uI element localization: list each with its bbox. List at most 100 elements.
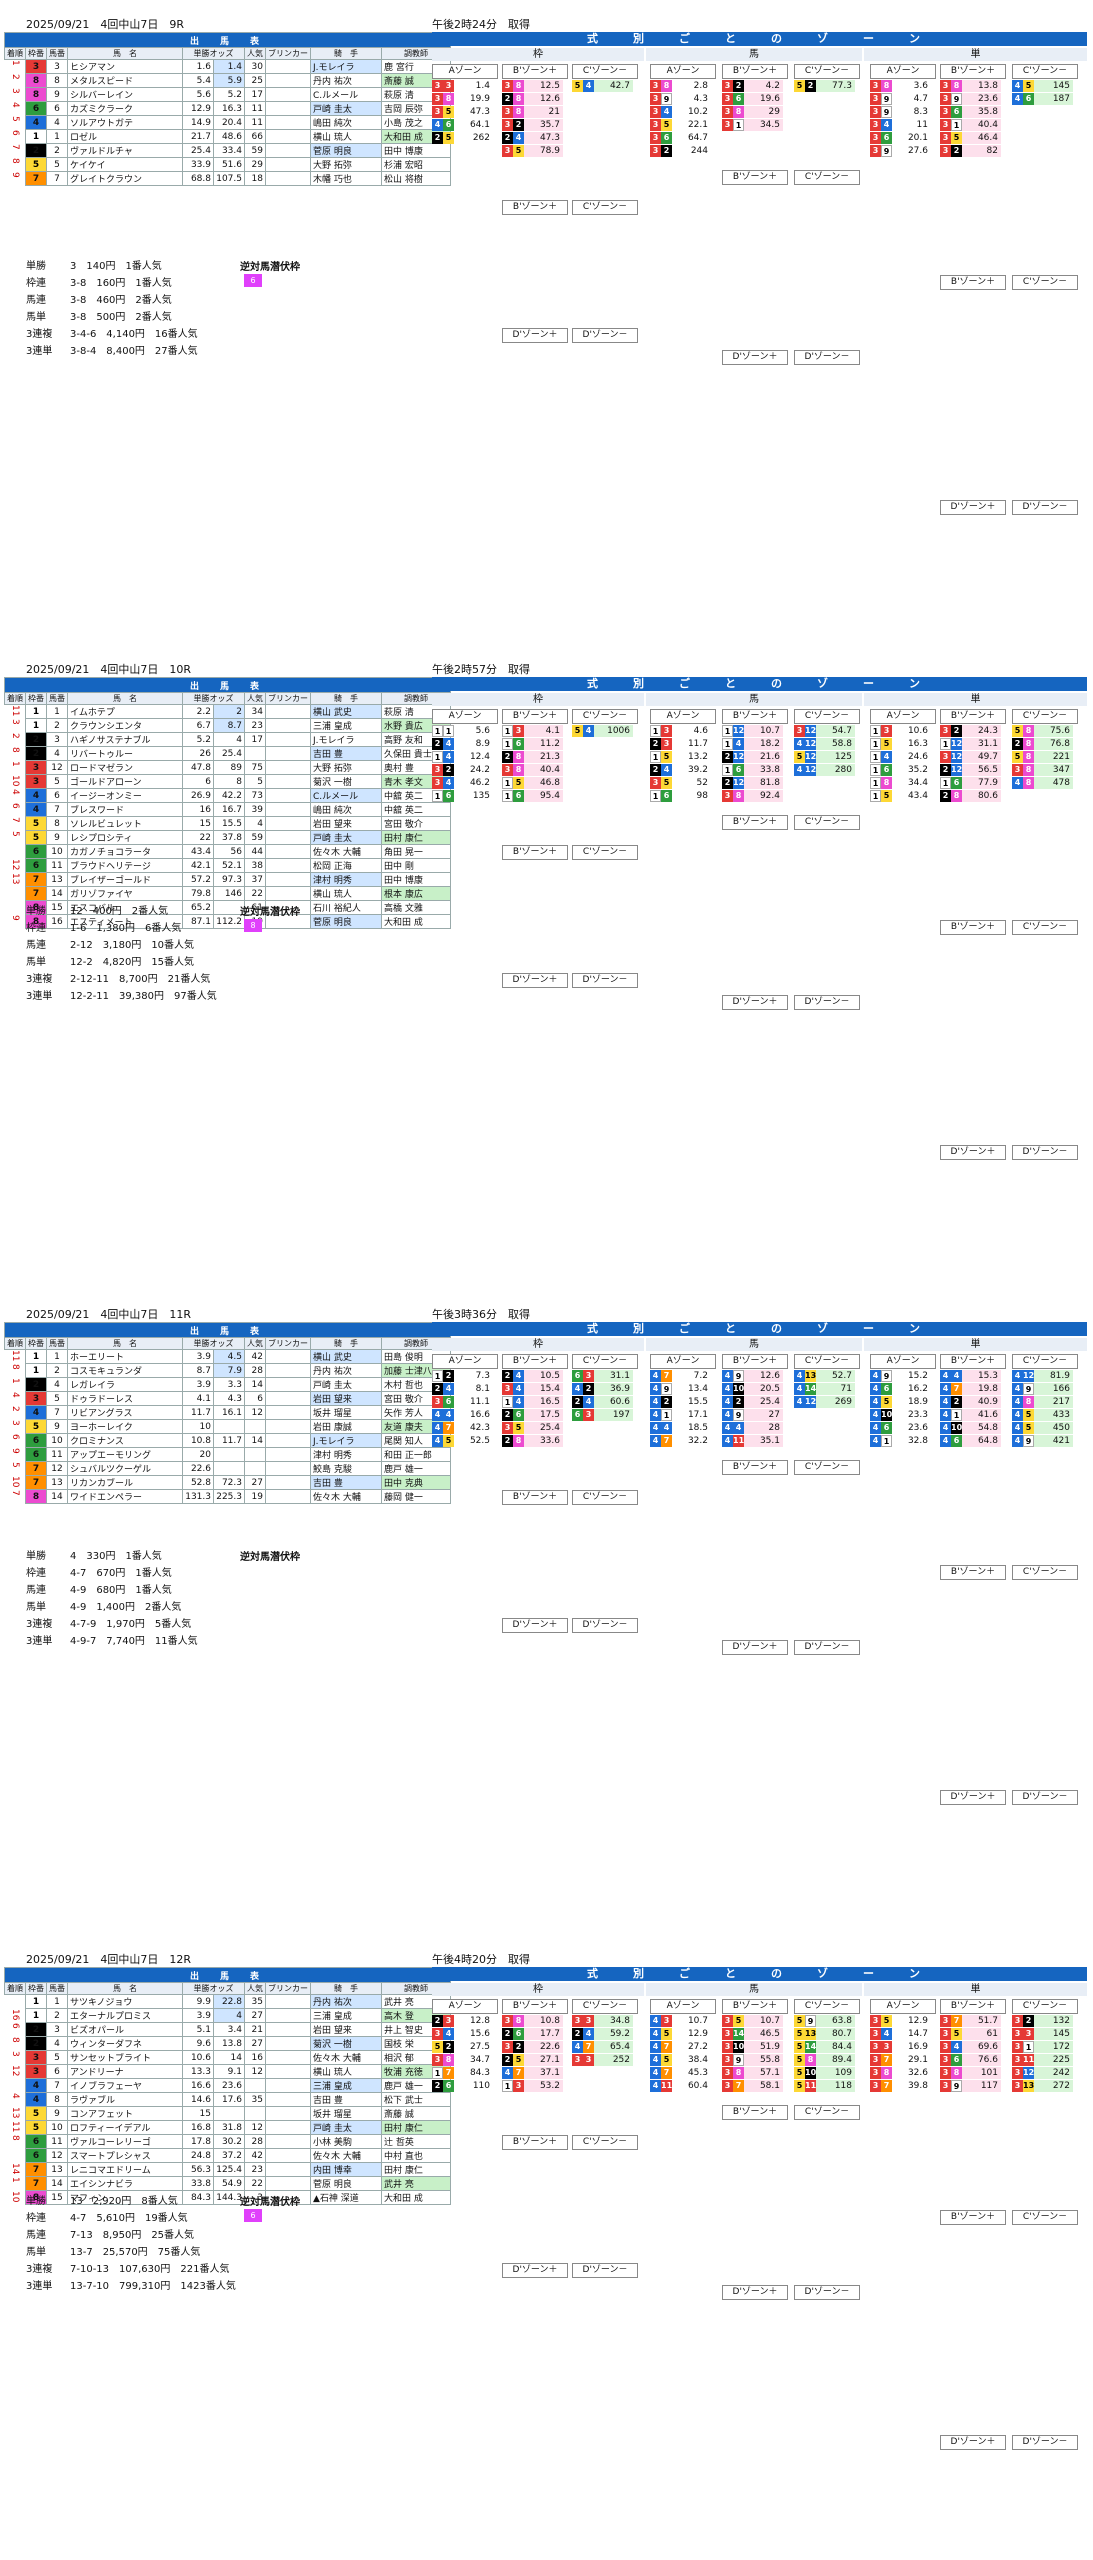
zone-row[interactable]: 3 2 22.6 [502,2041,563,2053]
zone-row[interactable]: 1 6 98 [650,790,711,802]
zone-row[interactable]: 3 8 2.8 [650,80,711,92]
zone-cm-label[interactable]: C'ゾーン－ [1012,2210,1078,2225]
zone-cm-label[interactable]: C'ゾーン－ [1012,920,1078,935]
zone-row[interactable]: 3 9 117 [940,2080,1001,2092]
zone-cm-label[interactable]: C'ゾーン－ [572,1490,638,1505]
zone-row[interactable]: 4 5 145 [1012,80,1073,92]
zone-bp-label[interactable]: B'ゾーン＋ [502,845,568,860]
table-row[interactable]: 7 2 2 ヴァルドルチャ 25.4 33.4 59 菅原 明良 田中 博康 [5,143,451,158]
zone-row[interactable]: 4 13 52.7 [794,1370,855,1382]
zone-row[interactable]: 4 5 18.9 [870,1396,931,1408]
zone-row[interactable]: 2 4 59.2 [572,2028,633,2040]
table-row[interactable]: 16 1 2 エターナルプロミス 3.9 4 27 三浦 皇成 高木 登 [5,2008,451,2023]
zone-row[interactable]: 3 14 46.5 [722,2028,783,2040]
zone-row[interactable]: 3 11 225 [1012,2054,1073,2066]
zone-row[interactable]: 4 7 32.2 [650,1435,711,1447]
zone-row[interactable]: 3 9 23.6 [940,93,1001,105]
table-row[interactable]: 3 1 2 クラウンシエンタ 6.7 8.7 23 三浦 皇成 水野 貴広 [5,718,451,733]
zone-row[interactable]: 3 5 12.9 [870,2015,931,2027]
zone-row[interactable]: 4 7 7.2 [650,1370,711,1382]
zone-row[interactable]: 3 8 12.5 [502,80,563,92]
zone-cm-label[interactable]: C'ゾーン－ [794,1460,860,1475]
zone-dp-label[interactable]: D'ゾーン＋ [722,2285,788,2300]
table-row[interactable]: 13 7 13 ブレイザーゴールド 57.2 97.3 37 津村 明秀 田中 博康 [5,872,451,887]
zone-row[interactable]: 3 5 22.1 [650,119,711,131]
zone-row[interactable]: 3 9 55.8 [722,2054,783,2066]
zone-row[interactable]: 3 4 69.6 [940,2041,1001,2053]
zone-row[interactable]: 3 7 58.1 [722,2080,783,2092]
zone-row[interactable]: 4 4 28 [722,1422,783,1434]
zone-c-label[interactable]: C'ゾーン－ [572,64,638,79]
zone-row[interactable]: 3 7 39.8 [870,2080,931,2092]
zone-row[interactable]: 1 2 7.3 [432,1370,493,1382]
zone-row[interactable]: 3 8 347 [1012,764,1073,776]
zone-row[interactable]: 3 4 46.2 [432,777,493,789]
zone-c-label[interactable]: C'ゾーン－ [572,1354,638,1369]
zone-a-label[interactable]: Aゾーン [870,1999,936,2014]
zone-row[interactable]: 3 4 10.2 [650,106,711,118]
table-row[interactable]: 13 5 9 コンアフェット 15 坂井 瑠星 斎藤 誠 [5,2106,451,2121]
zone-row[interactable]: 2 3 12.8 [432,2015,493,2027]
zone-row[interactable]: 6 3 31.1 [572,1370,633,1382]
zone-row[interactable]: 3 12 242 [1012,2067,1073,2079]
zone-c-label[interactable]: C'ゾーン－ [794,64,860,79]
zone-row[interactable]: 3 5 46.4 [940,132,1001,144]
zone-row[interactable]: 2 8 76.8 [1012,738,1073,750]
zone-dp-label[interactable]: D'ゾーン＋ [940,1790,1006,1805]
zone-row[interactable]: 2 8 12.6 [502,93,563,105]
zone-row[interactable]: 1 5 16.3 [870,738,931,750]
table-row[interactable]: 2 4 7 リビアングラス 11.7 16.1 12 坂井 瑠星 矢作 芳人 [5,1405,451,1420]
zone-a-label[interactable]: Aゾーン [650,1354,716,1369]
zone-c-label[interactable]: C'ゾーン－ [572,1999,638,2014]
zone-row[interactable]: 4 9 27 [722,1409,783,1421]
zone-row[interactable]: 2 5 27.1 [502,2054,563,2066]
zone-row[interactable]: 3 8 57.1 [722,2067,783,2079]
zone-row[interactable]: 1 3 4.6 [650,725,711,737]
table-row[interactable]: 4 3 5 ドゥラドーレス 4.1 4.3 6 岩田 望来 宮田 敬介 [5,1391,451,1406]
table-row[interactable]: 12 3 6 アンドリーナ 13.3 9.1 12 横山 琉人 牧浦 充徳 [5,2064,451,2079]
zone-a-label[interactable]: Aゾーン [432,1354,498,1369]
table-row[interactable]: 11 1 1 ホーエリート 3.9 4.5 42 横山 武史 田島 俊明 [5,1349,451,1364]
table-row[interactable]: 7 5 8 ソレルビュレット 15 15.5 4 岩田 望来 宮田 敬介 [5,816,451,831]
zone-row[interactable]: 3 5 78.9 [502,145,563,157]
zone-row[interactable]: 4 5 450 [1012,1422,1073,1434]
zone-row[interactable]: 4 12 81.9 [1012,1370,1073,1382]
zone-row[interactable]: 3 9 4.3 [650,93,711,105]
zone-c-label[interactable]: C'ゾーン－ [1012,1999,1078,2014]
zone-row[interactable]: 4 10 20.5 [722,1383,783,1395]
zone-row[interactable]: 3 3 1.4 [432,80,493,92]
zone-row[interactable]: 4 7 42.3 [432,1422,493,1434]
zone-row[interactable]: 3 6 11.1 [432,1396,493,1408]
zone-row[interactable]: 4 4 18.5 [650,1422,711,1434]
zone-row[interactable]: 1 6 35.2 [870,764,931,776]
table-row[interactable]: 6 2 3 ビズオパール 5.1 3.4 21 岩田 望来 井上 智史 [5,2022,451,2037]
table-row[interactable]: 2 8 8 メタルスピード 5.4 5.9 25 丹内 祐次 斎藤 誠 [5,73,451,88]
zone-row[interactable]: 1 4 18.2 [722,738,783,750]
zone-row[interactable]: 2 12 56.5 [940,764,1001,776]
zone-bp-label[interactable]: B'ゾーン＋ [722,1460,788,1475]
table-row[interactable]: 8 6 11 ヴァルコーレリーゴ 17.8 30.2 28 小林 美駒辻 哲英 [5,2134,451,2149]
table-row[interactable]: 6 10 カガノチョコラータ 43.4 56 44 佐々木 大輔 角田 晃一 [5,844,451,859]
table-row[interactable]: 6 12 スマートプレシャス 24.8 37.2 42 佐々木 大輔 中村 直也 [5,2148,451,2163]
zone-bp-label[interactable]: B'ゾーン＋ [502,200,568,215]
zone-dm-label[interactable]: D'ゾーン－ [572,1618,638,1633]
zone-row[interactable]: 4 12 58.8 [794,738,855,750]
table-row[interactable]: 9 6 11 アップエーモリング 20 津村 明秀 和田 正一郎 [5,1447,451,1462]
zone-row[interactable]: 1 4 12.4 [432,751,493,763]
zone-row[interactable]: 4 8 217 [1012,1396,1073,1408]
zone-dp-label[interactable]: D'ゾーン＋ [722,350,788,365]
zone-row[interactable]: 1 5 13.2 [650,751,711,763]
zone-row[interactable]: 3 12 49.7 [940,751,1001,763]
zone-row[interactable]: 5 13 80.7 [794,2028,855,2040]
zone-dp-label[interactable]: D'ゾーン＋ [940,2435,1006,2450]
zone-row[interactable]: 3 6 20.1 [870,132,931,144]
zone-dm-label[interactable]: D'ゾーン－ [794,1640,860,1655]
zone-row[interactable]: 4 6 64.8 [940,1435,1001,1447]
zone-row[interactable]: 5 2 77.3 [794,80,855,92]
table-row[interactable]: 10 3 5 ゴールドアローン 6 8 5 菊沢 一樹 青木 孝文 [5,774,451,789]
zone-row[interactable]: 4 6 16.2 [870,1383,931,1395]
zone-row[interactable]: 4 6 23.6 [870,1422,931,1434]
zone-row[interactable]: 2 4 10.5 [502,1370,563,1382]
zone-dp-label[interactable]: D'ゾーン＋ [722,1640,788,1655]
zone-row[interactable]: 4 10 23.3 [870,1409,931,1421]
